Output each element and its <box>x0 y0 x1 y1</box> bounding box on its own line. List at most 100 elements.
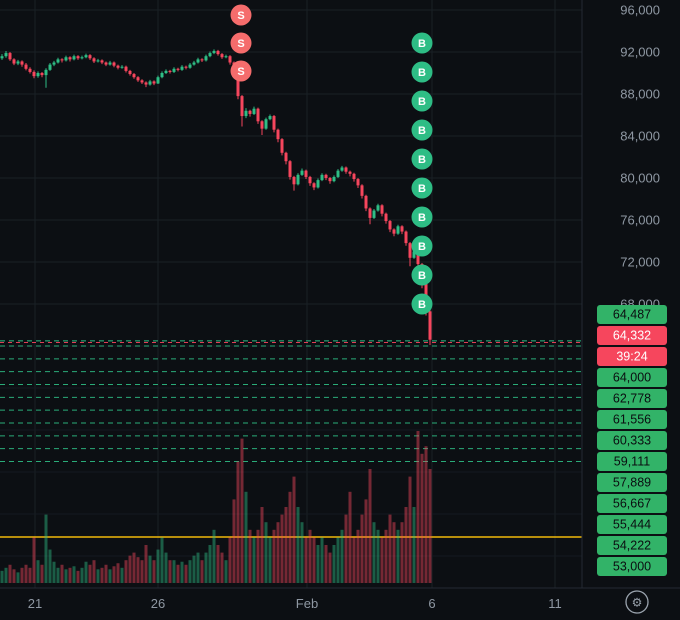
candle-body <box>348 171 352 174</box>
price-tag-green: 54,222 <box>597 536 667 555</box>
candle-body <box>236 75 240 97</box>
candle-body <box>364 195 368 209</box>
candle-body <box>428 311 432 340</box>
price-axis[interactable]: 96,000 92,000 88,000 84,000 80,000 76,000 72,0… <box>581 0 680 620</box>
price-axis-label: 76,000 <box>620 213 660 228</box>
candle-body <box>352 173 356 180</box>
price-tag-green: 57,889 <box>597 473 667 492</box>
candle-body <box>100 60 104 63</box>
candle-body <box>92 58 96 62</box>
candle-body <box>104 62 108 65</box>
candle-body <box>204 56 208 61</box>
volume-bar <box>416 431 420 583</box>
volume-bar <box>92 560 96 583</box>
volume-bar <box>112 566 116 583</box>
candle-body <box>248 110 252 114</box>
candle-body <box>172 68 176 72</box>
volume-bar <box>52 561 56 583</box>
candle-body <box>260 121 264 129</box>
volume-bar <box>100 567 104 583</box>
volume-bar <box>108 569 112 583</box>
volume-bar <box>44 514 48 583</box>
volume-bar <box>164 552 168 583</box>
volume-bar <box>16 572 20 583</box>
candle-body <box>328 178 332 182</box>
time-axis-label: 26 <box>151 596 165 611</box>
time-axis[interactable]: 21 26 Feb 6 11 <box>0 587 680 620</box>
volume-bar <box>308 529 312 583</box>
volume-bar <box>104 564 108 583</box>
volume-bar <box>284 507 288 583</box>
time-axis-label: 21 <box>28 596 42 611</box>
candle-body <box>392 229 396 234</box>
volume-bar <box>324 545 328 583</box>
volume-bar <box>64 569 68 583</box>
volume-bar <box>360 514 364 583</box>
candle-body <box>132 74 136 78</box>
volume-bar <box>364 499 368 583</box>
volume-bar <box>312 537 316 583</box>
buy-order-badge[interactable]: B <box>411 32 433 54</box>
volume-bar <box>56 567 60 583</box>
price-tag-green: 60,333 <box>597 431 667 450</box>
volume-bar <box>304 537 308 583</box>
buy-order-badge[interactable]: B <box>411 235 433 257</box>
candle-body <box>140 80 144 83</box>
candle-body <box>376 205 380 211</box>
price-tag-label: 60,333 <box>613 434 651 448</box>
candle-body <box>212 50 216 54</box>
candle-body <box>60 59 64 61</box>
sell-order-badge[interactable]: S <box>230 4 252 26</box>
candle-body <box>216 50 220 55</box>
volume-bar <box>192 555 196 583</box>
settings-button[interactable]: ⚙ <box>625 590 649 614</box>
candle-body <box>264 119 268 129</box>
volume-bar <box>428 469 432 583</box>
volume-bar <box>176 564 180 583</box>
buy-order-badge[interactable]: B <box>411 206 433 228</box>
buy-badge-label: B <box>418 299 426 311</box>
buy-order-badge[interactable]: B <box>411 119 433 141</box>
candle-body <box>288 161 292 177</box>
candle-body <box>88 55 92 59</box>
buy-order-badge[interactable]: B <box>411 264 433 286</box>
volume-bar <box>120 567 124 583</box>
buy-order-badge[interactable]: B <box>411 177 433 199</box>
price-axis-label: 80,000 <box>620 171 660 186</box>
candle-body <box>80 57 84 59</box>
volume-bar <box>316 545 320 583</box>
buy-order-badge[interactable]: B <box>411 90 433 112</box>
candle-body <box>72 56 76 60</box>
buy-order-badge[interactable]: B <box>411 61 433 83</box>
volume-bar <box>276 522 280 583</box>
candle-body <box>208 53 212 57</box>
sell-order-badge[interactable]: S <box>230 32 252 54</box>
volume-bar <box>424 446 428 583</box>
buy-order-badge[interactable]: B <box>411 148 433 170</box>
volume-bar <box>248 529 252 583</box>
volume-bar <box>156 549 160 583</box>
candle-body <box>220 54 224 58</box>
candle-body <box>196 59 200 63</box>
candle-body <box>0 56 4 59</box>
candle-body <box>308 176 312 184</box>
price-tag-green: 61,556 <box>597 410 667 429</box>
buy-badge-label: B <box>418 241 426 253</box>
price-axis-label: 84,000 <box>620 129 660 144</box>
volume-bar <box>372 522 376 583</box>
candle-body <box>272 116 276 130</box>
candle-body <box>112 62 116 66</box>
price-axis-label: 88,000 <box>620 87 660 102</box>
candle-body <box>368 208 372 218</box>
volume-bar <box>116 563 120 583</box>
candle-body <box>144 82 148 85</box>
price-tag-green: 53,000 <box>597 557 667 576</box>
sell-order-badge[interactable]: S <box>230 60 252 82</box>
candle-body <box>304 170 308 177</box>
volume-bar <box>132 552 136 583</box>
candle-body <box>56 59 60 63</box>
price-tag-label: 64,487 <box>613 308 651 322</box>
buy-order-badge[interactable]: B <box>411 293 433 315</box>
candle-body <box>176 68 180 70</box>
